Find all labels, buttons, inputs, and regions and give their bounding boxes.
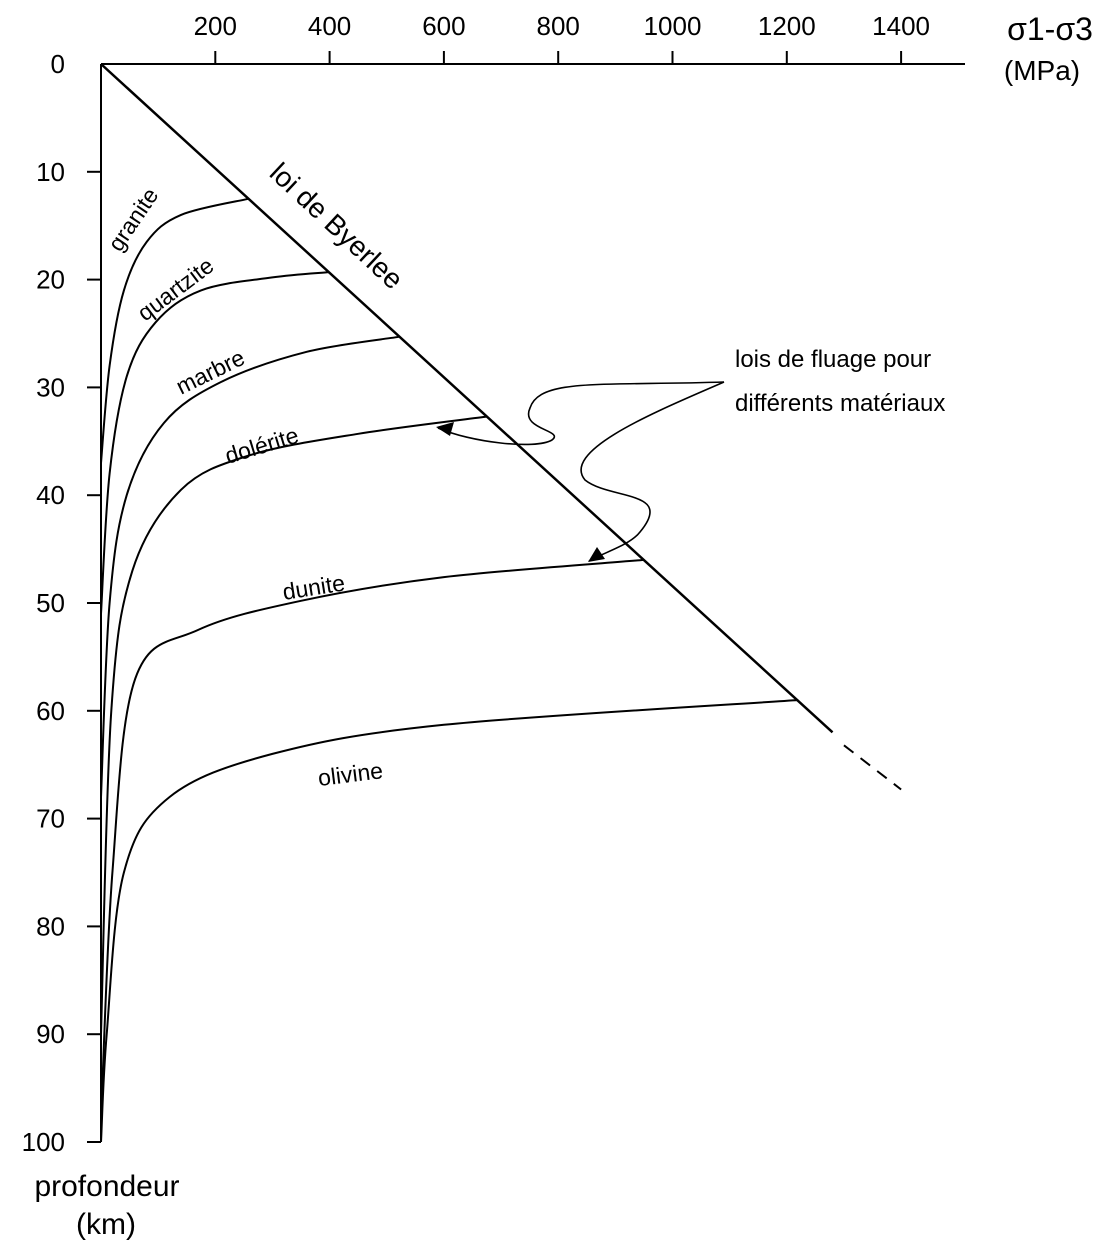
- curve-label-granite: granite: [103, 183, 164, 256]
- x-tick-label: 600: [422, 11, 465, 41]
- y-tick-label: 40: [36, 480, 65, 510]
- x-tick-label: 200: [194, 11, 237, 41]
- annotation-leader-dunite: [580, 381, 725, 562]
- curve-label-marbre: marbre: [172, 344, 249, 399]
- x-tick-label: 400: [308, 11, 351, 41]
- series-group: [100, 197, 799, 1143]
- y-tick-label: 20: [36, 265, 65, 295]
- y-axis-title: profondeur: [34, 1170, 179, 1203]
- x-tick-label: 800: [537, 11, 580, 41]
- y-tick-label: 90: [36, 1019, 65, 1049]
- x-tick-label: 1200: [758, 11, 816, 41]
- curve-dolerite: [100, 415, 488, 1035]
- curve-label-dolerite: dolérite: [222, 422, 302, 469]
- curve-marbre: [100, 335, 401, 798]
- y-tick-label: 50: [36, 588, 65, 618]
- axes: [100, 63, 965, 1142]
- byerlee-dashed-extension: [843, 744, 902, 791]
- annotation-line-2: différents matériaux: [735, 390, 945, 417]
- x-axis-title: σ1-σ3: [1007, 11, 1093, 47]
- x-ticks: 200 400 600 800 1000 1200 1400: [194, 11, 930, 64]
- annotation: lois de fluage pour différents matériaux: [436, 346, 945, 562]
- curve-label-dunite: dunite: [281, 569, 347, 604]
- y-tick-label: 100: [22, 1127, 65, 1157]
- curve-quartzite: [100, 271, 330, 614]
- series-labels: granitequartzitemarbredolériteduniteoliv…: [103, 183, 385, 791]
- y-tick-label: 10: [36, 157, 65, 187]
- y-tick-label: 80: [36, 911, 65, 941]
- y-tick-label: 0: [51, 49, 65, 79]
- y-axis-unit: (km): [76, 1208, 136, 1241]
- y-tick-label: 70: [36, 804, 65, 834]
- curve-granite: [100, 197, 249, 463]
- x-axis-unit: (MPa): [1004, 55, 1080, 86]
- y-tick-label: 30: [36, 372, 65, 402]
- annotation-leader-dolerite: [437, 381, 725, 446]
- annotation-arrowhead-dunite: [588, 547, 605, 562]
- y-ticks: 0 10 20 30 40 50 60 70 80 90 100: [22, 49, 101, 1157]
- curve-label-olivine: olivine: [316, 757, 384, 791]
- y-tick-label: 60: [36, 696, 65, 726]
- byerlee-line: [100, 63, 834, 734]
- byerlee-label: loi de Byerlee: [264, 157, 409, 295]
- x-tick-label: 1000: [644, 11, 702, 41]
- curve-olivine: [100, 699, 799, 1143]
- annotation-line-1: lois de fluage pour: [735, 346, 931, 373]
- x-tick-label: 1400: [872, 11, 930, 41]
- annotation-arrowhead-dolerite: [436, 422, 454, 436]
- curve-dunite: [100, 558, 644, 1121]
